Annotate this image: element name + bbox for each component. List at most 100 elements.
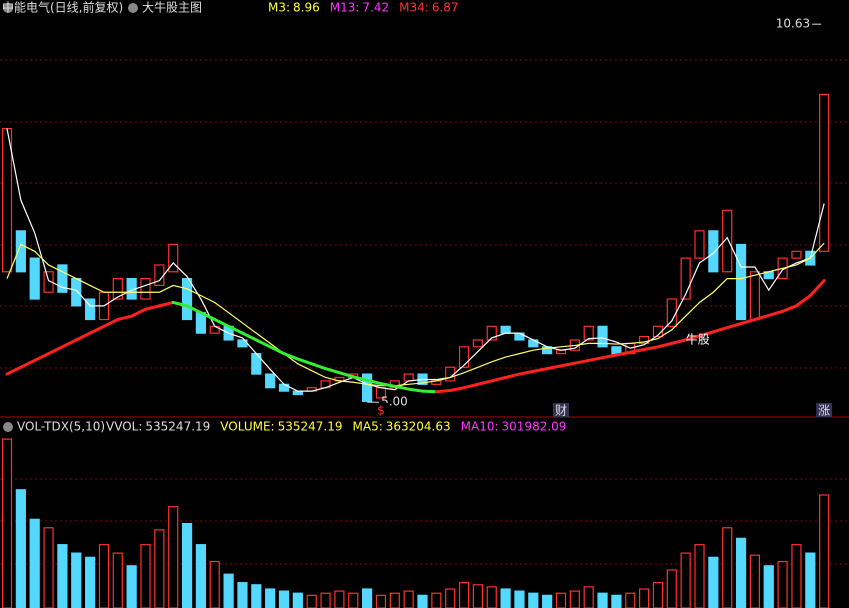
menu-icon[interactable]	[3, 422, 13, 432]
volume-bar	[278, 590, 290, 608]
trend-line-segment	[711, 326, 729, 334]
trend-line-segment	[171, 300, 189, 308]
trend-line-segment	[282, 352, 300, 361]
volume-bar	[431, 592, 442, 608]
marker-text: 涨	[818, 403, 830, 418]
trend-line-segment	[144, 304, 161, 311]
candle	[362, 373, 373, 402]
candle	[694, 230, 705, 259]
trend-line-segment	[47, 345, 64, 356]
volume-bar	[652, 582, 664, 608]
volume-bar	[638, 588, 650, 608]
legend-label: VOLUME:	[220, 420, 274, 434]
volume-bar	[597, 592, 608, 608]
legend-value: 363204.63	[386, 420, 451, 434]
volume-bar	[362, 588, 373, 608]
candle	[168, 243, 179, 273]
menu-icon[interactable]	[3, 3, 13, 13]
trend-line-segment	[517, 369, 535, 376]
legend-value: 301982.09	[502, 420, 567, 434]
legend-value: 7.42	[362, 1, 389, 15]
candle	[583, 325, 594, 341]
trend-line-segment	[559, 361, 577, 368]
volume-bar	[694, 544, 705, 608]
volume-bar	[348, 592, 359, 608]
legend-label: M3:	[268, 1, 290, 15]
trend-line-segment	[448, 386, 466, 392]
candle	[500, 325, 511, 334]
volume-bar	[126, 565, 137, 608]
volume-bar	[306, 594, 317, 608]
candle	[140, 277, 151, 300]
volume-bar	[237, 582, 248, 608]
trend-line-segment	[808, 279, 826, 298]
candle	[403, 373, 414, 382]
volume-bar	[763, 565, 774, 608]
marker-box	[553, 403, 569, 417]
trend-line-segment	[725, 322, 743, 330]
candle	[112, 277, 123, 300]
candle	[43, 271, 54, 293]
volume-bar	[334, 590, 345, 608]
candle	[57, 264, 68, 293]
candle	[486, 325, 497, 341]
volume-bar	[417, 594, 428, 608]
trend-line-segment	[268, 345, 286, 356]
trend-line-segment	[434, 388, 452, 394]
volume-bar	[542, 594, 553, 608]
candle	[181, 277, 193, 321]
candle	[735, 243, 747, 321]
candle	[722, 209, 733, 273]
volume-bar	[57, 544, 68, 608]
marker-box	[372, 403, 389, 417]
candle	[680, 257, 691, 300]
volume-bar	[265, 588, 276, 608]
volume-bar	[722, 527, 733, 608]
trend-line-segment	[337, 371, 355, 379]
candle	[265, 373, 276, 389]
trend-line-segment	[102, 318, 120, 328]
volume-bar	[514, 590, 525, 608]
volume-bar	[819, 494, 830, 608]
trend-line-segment	[5, 365, 23, 376]
trend-line-segment	[407, 387, 424, 393]
trend-line-segment	[794, 294, 812, 308]
trend-line-segment	[573, 358, 591, 365]
trend-line-segment	[74, 331, 92, 342]
volume-bar	[98, 544, 110, 608]
candle	[458, 346, 470, 368]
trend-line-segment	[490, 375, 508, 383]
chart-title: 中能电气(日线,前复权)	[2, 0, 123, 15]
trend-line-segment	[656, 341, 674, 349]
trend-line-segment	[628, 348, 646, 354]
volume-bar	[472, 584, 483, 608]
volume-bar	[805, 552, 816, 608]
volume-bar	[292, 592, 303, 608]
legend-label: MA10:	[461, 420, 499, 434]
marker-text: $	[377, 404, 385, 418]
trend-line-segment	[781, 304, 798, 313]
legend-value: 535247.19	[145, 420, 210, 434]
trend-line-segment	[767, 309, 785, 317]
trend-line-segment	[642, 345, 660, 352]
volume-bar	[791, 544, 802, 608]
trend-line-segment	[88, 324, 106, 335]
trend-line-segment	[227, 324, 244, 335]
menu-icon[interactable]	[128, 3, 138, 13]
trend-line-segment	[296, 357, 314, 366]
volume-bar	[209, 560, 220, 608]
volume-bar	[708, 556, 719, 608]
trend-line-segment	[587, 356, 605, 362]
candle	[84, 298, 96, 321]
legend-value: 6.87	[432, 1, 459, 15]
marker-box	[816, 403, 833, 417]
candle	[611, 346, 622, 355]
volume-bar	[375, 594, 387, 608]
trend-line-segment	[254, 338, 272, 349]
chart-subtitle: 大牛股主图	[142, 0, 202, 15]
trend-line-segment	[504, 372, 521, 379]
trend-line-segment	[476, 379, 494, 386]
volume-bar	[251, 584, 262, 608]
volume-bar	[500, 588, 511, 608]
